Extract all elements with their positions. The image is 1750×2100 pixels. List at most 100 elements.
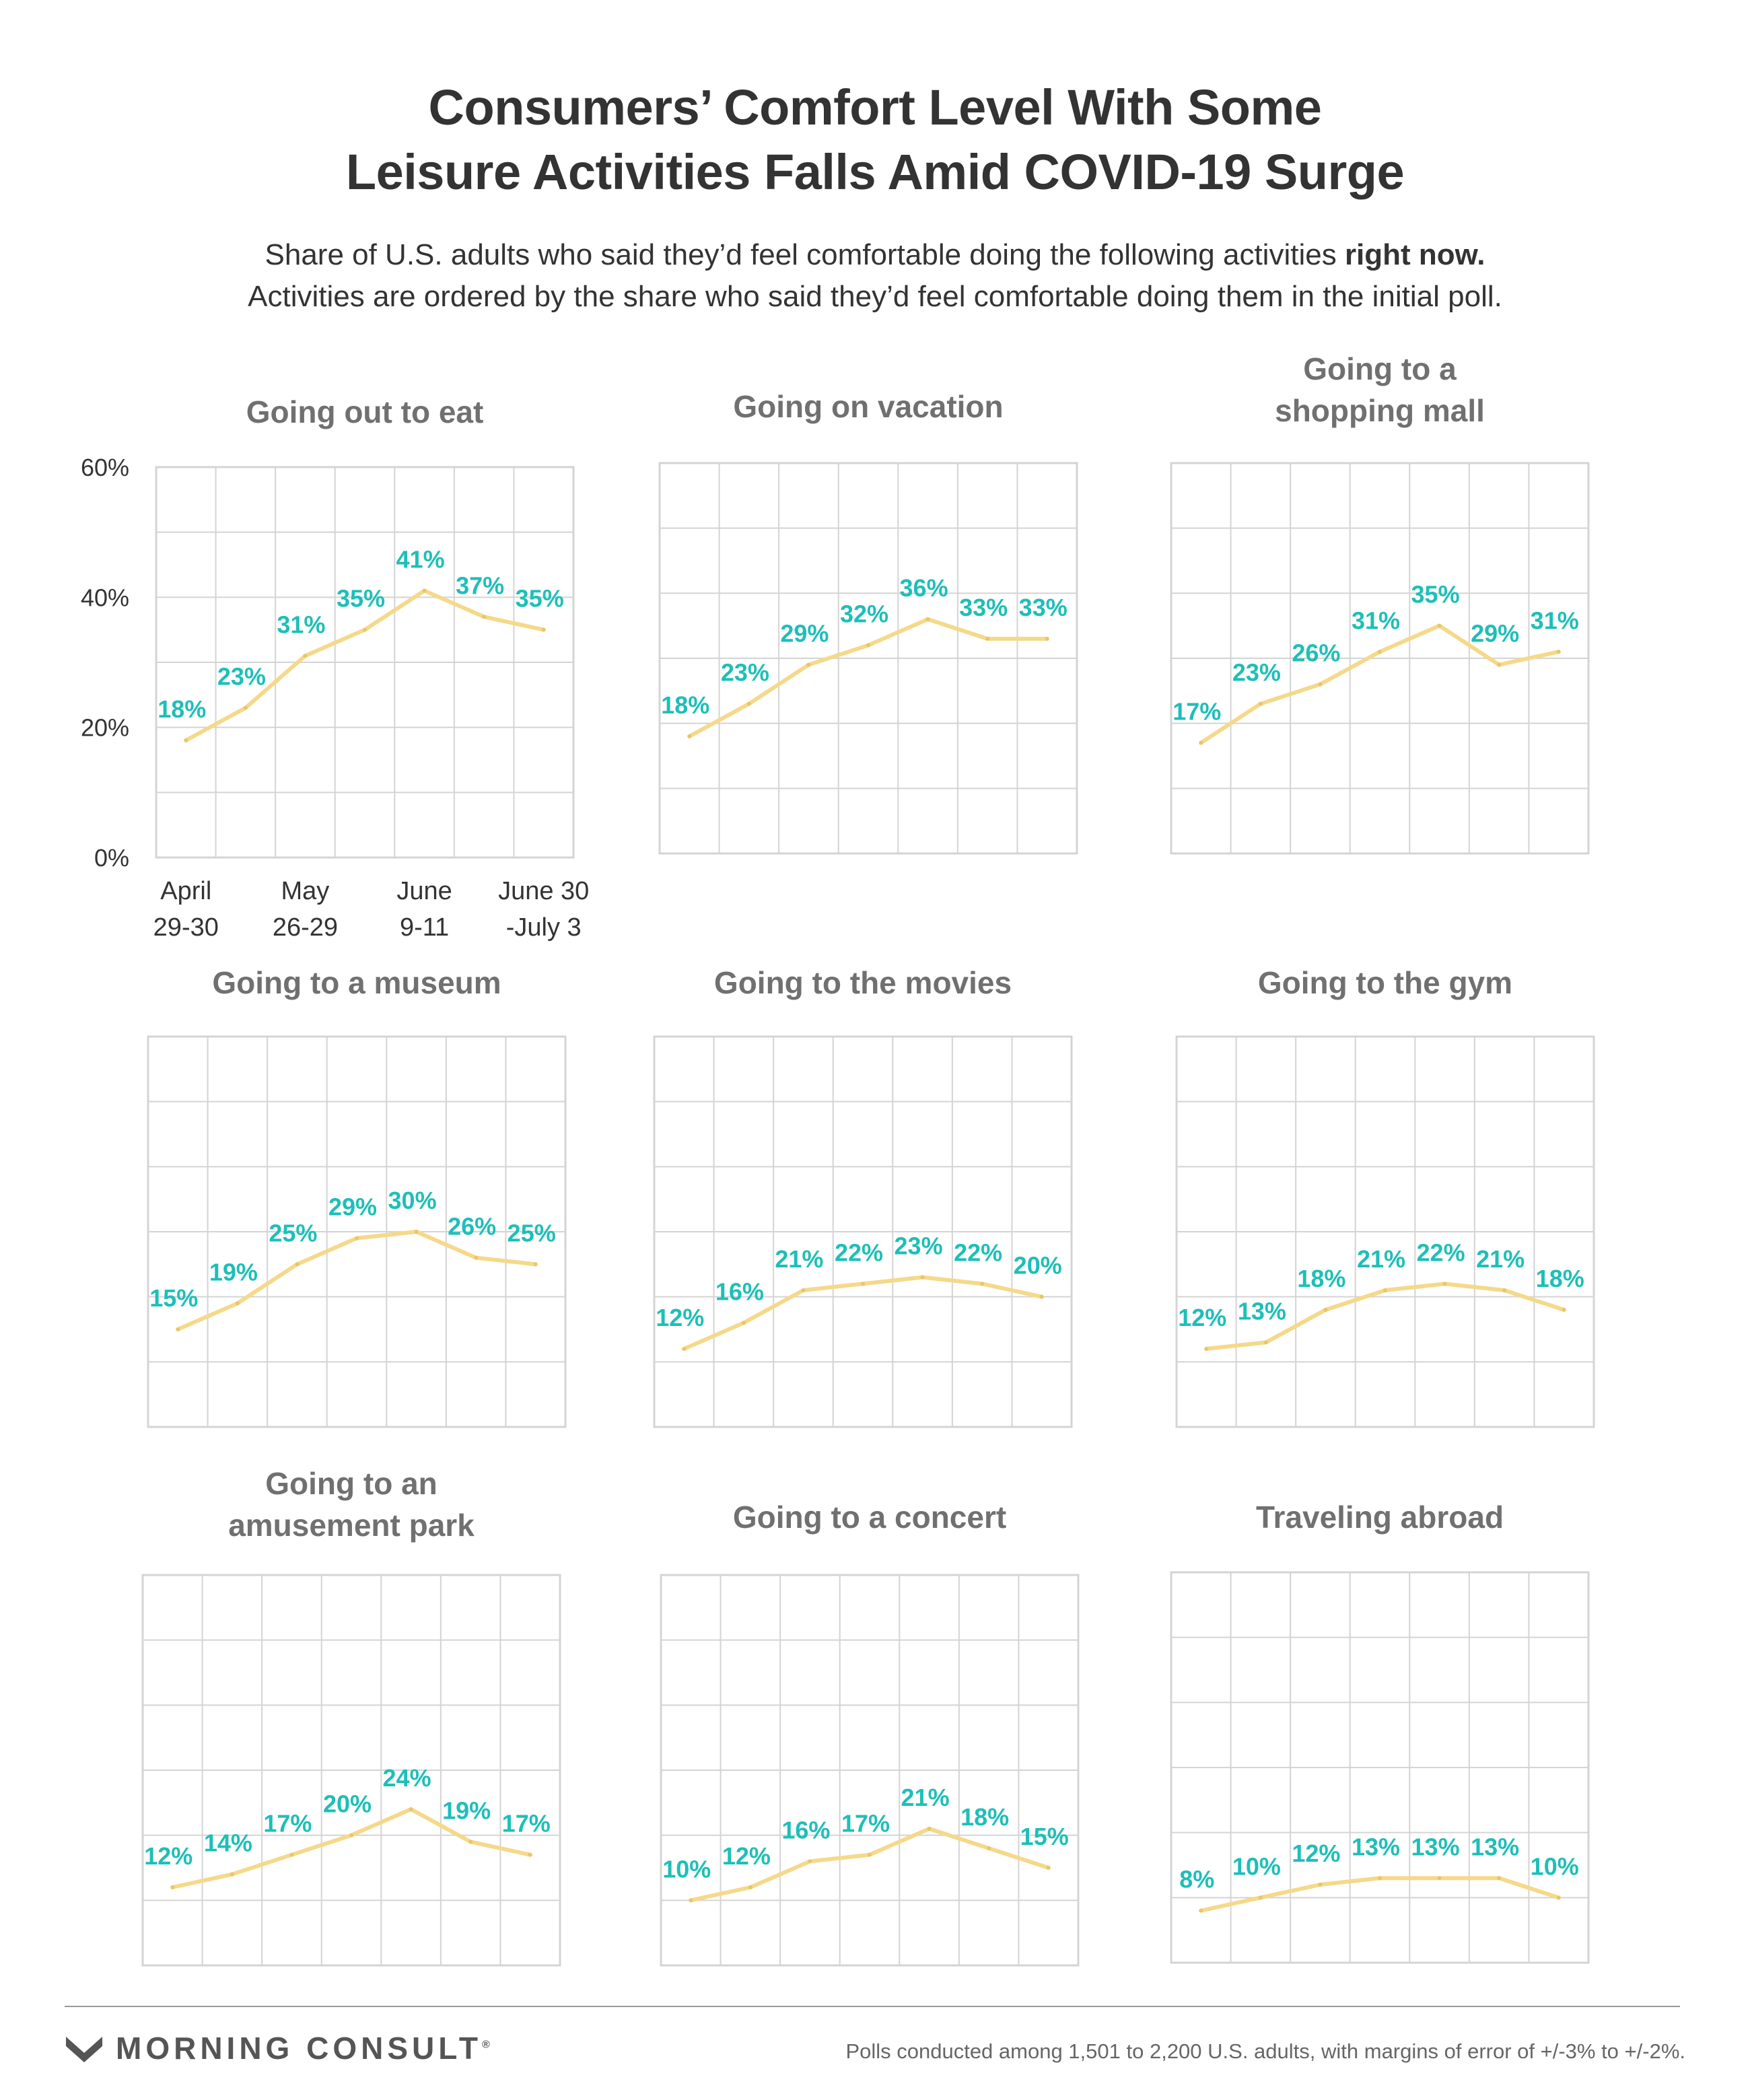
- data-point: [1199, 1908, 1203, 1913]
- data-label: 26%: [1292, 639, 1340, 667]
- data-label: 10%: [1232, 1852, 1281, 1880]
- panel-title: Going to the gym: [1258, 965, 1512, 1000]
- data-point: [230, 1872, 234, 1877]
- footnote: Polls conducted among 1,501 to 2,200 U.S…: [845, 2039, 1685, 2063]
- data-point: [927, 1827, 932, 1831]
- data-label: 12%: [1292, 1840, 1340, 1867]
- data-point: [409, 1807, 413, 1811]
- data-point: [1318, 682, 1323, 687]
- data-label: 17%: [1172, 698, 1221, 726]
- data-point: [349, 1833, 353, 1838]
- data-point: [235, 1301, 240, 1306]
- data-label: 35%: [1411, 581, 1460, 608]
- data-point: [861, 1282, 865, 1286]
- data-point: [1437, 623, 1442, 628]
- data-label: 23%: [895, 1232, 943, 1260]
- data-point: [541, 627, 546, 632]
- data-label: 26%: [448, 1213, 496, 1240]
- data-label: 25%: [269, 1219, 317, 1247]
- data-point: [687, 734, 692, 738]
- data-point: [289, 1852, 294, 1857]
- data-point: [682, 1347, 687, 1351]
- data-point: [1562, 1308, 1566, 1312]
- data-point: [1258, 701, 1263, 706]
- data-point: [1199, 740, 1203, 745]
- data-label: 22%: [954, 1238, 1002, 1266]
- data-label: 18%: [158, 695, 206, 723]
- data-label: 22%: [1417, 1238, 1465, 1266]
- data-label: 12%: [144, 1842, 193, 1870]
- data-label: 18%: [960, 1803, 1009, 1831]
- panel-title: Going to a shopping mall: [1275, 351, 1485, 428]
- subtitle-line-1: Share of U.S. adults who said they’d fee…: [0, 234, 1750, 276]
- data-label: 18%: [661, 691, 709, 719]
- chart-subtitle: Share of U.S. adults who said they’d fee…: [0, 234, 1750, 318]
- data-label: 15%: [1020, 1823, 1069, 1850]
- data-point: [533, 1262, 538, 1267]
- x-tick-label: May 26-29: [273, 877, 338, 942]
- data-label: 35%: [516, 585, 564, 612]
- data-label: 13%: [1238, 1297, 1286, 1325]
- data-point: [741, 1321, 746, 1325]
- data-point: [801, 1288, 806, 1292]
- data-point: [1383, 1288, 1387, 1292]
- y-tick-label: 40%: [81, 584, 129, 611]
- morning-consult-logo-icon: [66, 2037, 102, 2062]
- subtitle-emphasis: right now.: [1344, 238, 1485, 271]
- x-tick-label: June 9-11: [396, 877, 452, 942]
- data-point: [866, 643, 870, 648]
- data-point: [920, 1275, 925, 1280]
- data-point: [1502, 1288, 1507, 1292]
- data-point: [980, 1282, 985, 1286]
- brand-logo: MORNING CONSULT®: [65, 2030, 494, 2066]
- panel-title: Going out to eat: [246, 394, 484, 429]
- data-label: 19%: [209, 1258, 258, 1286]
- data-point: [1318, 1883, 1323, 1887]
- data-label: 18%: [1536, 1265, 1584, 1292]
- data-point: [1045, 637, 1049, 641]
- footer-divider: [65, 2006, 1680, 2007]
- data-point: [184, 738, 188, 742]
- data-point: [1442, 1282, 1447, 1286]
- data-point: [528, 1852, 532, 1857]
- brand-name-text: MORNING CONSULT: [116, 2031, 483, 2066]
- subtitle-line-1-text: Share of U.S. adults who said they’d fee…: [265, 238, 1345, 271]
- data-point: [1497, 1876, 1502, 1881]
- data-point: [303, 654, 308, 658]
- data-label: 31%: [1531, 606, 1579, 634]
- panel-title: Going to an amusement park: [228, 1466, 475, 1543]
- registered-mark: ®: [482, 2039, 494, 2051]
- data-label: 31%: [1352, 606, 1400, 634]
- data-point: [1258, 1895, 1263, 1900]
- data-label: 13%: [1471, 1833, 1519, 1860]
- x-tick-label: June 30 -July 3: [498, 877, 589, 942]
- data-point: [474, 1255, 479, 1260]
- data-point: [985, 637, 990, 641]
- data-point: [363, 627, 367, 632]
- data-point: [1046, 1866, 1051, 1870]
- data-point: [355, 1236, 359, 1240]
- series-line: [1199, 1876, 1561, 1913]
- panel-title: Going to a concert: [733, 1500, 1006, 1535]
- data-label: 13%: [1411, 1833, 1460, 1860]
- brand-name: MORNING CONSULT®: [116, 2030, 494, 2066]
- data-label: 29%: [1471, 620, 1519, 648]
- data-label: 19%: [442, 1796, 491, 1824]
- data-point: [1556, 1895, 1561, 1900]
- data-point: [1323, 1308, 1328, 1312]
- y-tick-label: 60%: [81, 454, 129, 481]
- panel-title: Going to the movies: [714, 965, 1012, 1000]
- data-label: 23%: [1232, 659, 1281, 687]
- data-point: [1378, 1876, 1382, 1881]
- data-label: 21%: [775, 1245, 823, 1273]
- panel-title: Going on vacation: [733, 389, 1003, 424]
- panel-title: Going to a museum: [212, 965, 501, 1000]
- data-label: 21%: [901, 1784, 950, 1811]
- data-label: 12%: [1178, 1304, 1226, 1331]
- data-label: 20%: [323, 1790, 372, 1818]
- data-label: 14%: [204, 1829, 252, 1857]
- data-point: [987, 1846, 991, 1850]
- data-label: 22%: [835, 1238, 883, 1266]
- data-point: [1204, 1347, 1209, 1351]
